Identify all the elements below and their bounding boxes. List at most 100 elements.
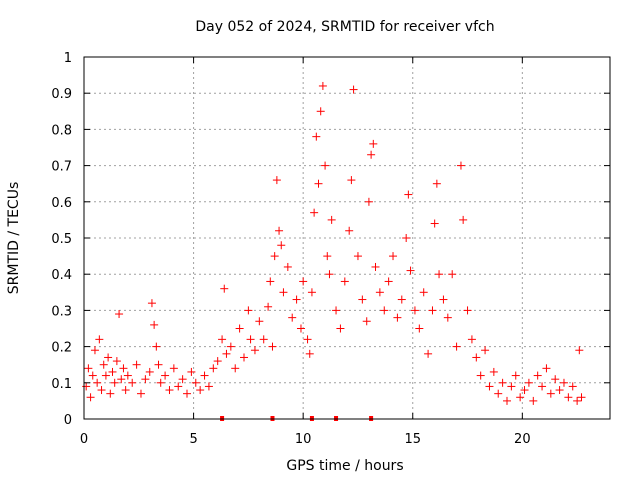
data-point	[410, 306, 419, 315]
x-tick-label: 10	[295, 432, 312, 447]
data-point	[187, 367, 196, 376]
data-point	[507, 382, 516, 391]
data-point	[97, 386, 106, 395]
data-point	[345, 226, 354, 235]
data-points	[82, 81, 586, 405]
data-point	[459, 215, 468, 224]
x-axis-label: GPS time / hours	[286, 458, 403, 474]
y-tick-labels: 0 0.1 0.2 0.3 0.4 0.5 0.6 0.7 0.8 0.9 1	[51, 51, 72, 428]
y-tick-label: 0.3	[51, 304, 72, 319]
data-point	[101, 371, 110, 380]
data-point	[498, 378, 507, 387]
data-point	[340, 277, 349, 286]
data-point	[533, 371, 542, 380]
data-point	[321, 161, 330, 170]
data-point	[524, 378, 533, 387]
data-point	[218, 335, 227, 344]
data-point	[439, 295, 448, 304]
data-point	[327, 215, 336, 224]
data-point	[259, 335, 268, 344]
data-point	[428, 306, 437, 315]
data-point	[467, 335, 476, 344]
y-tick-label: 0.8	[51, 123, 72, 138]
axis-ticks	[83, 56, 610, 420]
data-point	[84, 364, 93, 373]
data-point	[147, 299, 156, 308]
data-point	[551, 375, 560, 384]
data-point	[95, 335, 104, 344]
y-tick-label: 0	[64, 413, 72, 428]
data-point	[90, 346, 99, 355]
data-point	[564, 393, 573, 402]
data-point	[220, 284, 229, 293]
data-point	[494, 389, 503, 398]
data-point	[123, 371, 132, 380]
data-point	[283, 262, 292, 271]
data-point	[279, 288, 288, 297]
data-point	[196, 386, 205, 395]
data-point	[270, 252, 279, 261]
data-point	[266, 277, 275, 286]
data-point	[520, 386, 529, 395]
data-point	[165, 386, 174, 395]
data-point	[542, 364, 551, 373]
data-point	[115, 310, 124, 319]
data-point	[152, 342, 161, 351]
data-point	[577, 393, 586, 402]
data-point	[250, 346, 259, 355]
data-point	[362, 317, 371, 326]
data-point	[299, 277, 308, 286]
data-point	[145, 367, 154, 376]
data-point	[156, 378, 165, 387]
data-point	[169, 364, 178, 373]
data-point	[538, 382, 547, 391]
data-point	[404, 190, 413, 199]
data-point	[255, 317, 264, 326]
data-point	[303, 335, 312, 344]
data-point	[272, 176, 281, 185]
data-point	[332, 306, 341, 315]
data-point	[209, 364, 218, 373]
data-point	[573, 396, 582, 405]
data-point	[264, 302, 273, 311]
data-point	[117, 375, 126, 384]
data-point	[511, 371, 520, 380]
data-point	[305, 349, 314, 358]
data-point	[93, 378, 102, 387]
data-point	[106, 389, 115, 398]
data-point	[104, 353, 113, 362]
data-point	[485, 382, 494, 391]
y-tick-label: 1	[64, 51, 72, 66]
data-point	[141, 375, 150, 384]
data-point	[516, 393, 525, 402]
data-point	[150, 320, 159, 329]
data-point	[268, 342, 277, 351]
chart-title: Day 052 of 2024, SRMTID for receiver vfc…	[195, 19, 494, 35]
data-point	[364, 197, 373, 206]
x-tick-label: 0	[80, 432, 88, 447]
data-point	[435, 270, 444, 279]
data-point	[349, 85, 358, 94]
x-tick-label: 5	[189, 432, 197, 447]
data-point	[369, 139, 378, 148]
data-point	[314, 179, 323, 188]
data-point	[559, 378, 568, 387]
data-point	[353, 252, 362, 261]
data-point	[231, 364, 240, 373]
data-point	[296, 324, 305, 333]
data-point	[424, 349, 433, 358]
data-point	[476, 371, 485, 380]
data-point	[325, 270, 334, 279]
data-point	[448, 270, 457, 279]
data-point	[288, 313, 297, 322]
data-point	[419, 288, 428, 297]
data-point	[88, 371, 97, 380]
data-point	[204, 382, 213, 391]
data-point	[406, 266, 415, 275]
data-point	[489, 367, 498, 376]
data-point	[415, 324, 424, 333]
data-point	[568, 382, 577, 391]
data-point	[389, 252, 398, 261]
y-tick-label: 0.2	[51, 341, 72, 356]
